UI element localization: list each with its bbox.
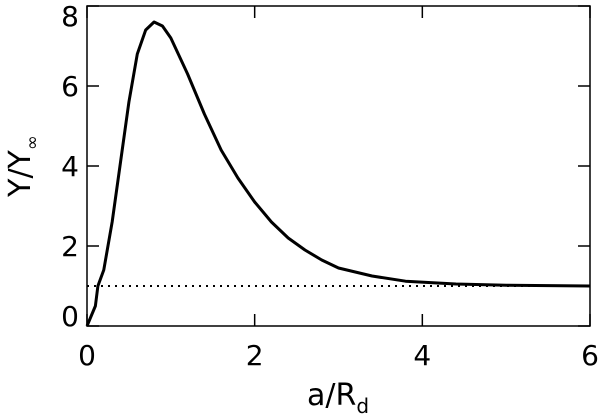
- y-tick-label: 2: [61, 230, 79, 263]
- y-tick-label: 0: [61, 300, 79, 333]
- y-label-main: Y/Y: [3, 149, 38, 197]
- y-tick-label: 8: [61, 0, 79, 33]
- y-axis-label: Y/Y∞: [3, 135, 43, 198]
- x-tick-label: 2: [246, 339, 264, 372]
- x-tick-label: 0: [78, 339, 96, 372]
- x-label-main: a/R: [307, 378, 356, 413]
- y-tick-label: 6: [61, 70, 79, 103]
- data-line: [85, 20, 591, 327]
- x-tick-label: 4: [413, 339, 431, 372]
- y-tick-label: 4: [61, 150, 79, 183]
- plot-frame: [86, 5, 591, 327]
- x-tick-label: 6: [581, 339, 599, 372]
- x-axis-label: a/Rd: [307, 378, 369, 418]
- y-label-sub: ∞: [22, 135, 43, 150]
- x-label-sub: d: [356, 394, 369, 418]
